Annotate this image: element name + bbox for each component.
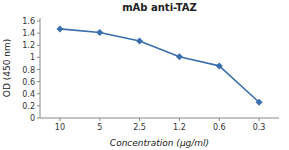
x-axis xyxy=(40,118,279,119)
x-tick xyxy=(259,118,260,121)
x-tick-label: 5 xyxy=(97,123,102,132)
x-tick xyxy=(59,118,60,121)
marker xyxy=(216,62,223,69)
y-tick-label: 1.6 xyxy=(22,17,35,26)
y-tick-label: 0.2 xyxy=(22,102,35,111)
x-axis-label: Concentration (μg/ml) xyxy=(110,138,209,148)
y-tick-label: 1 xyxy=(30,53,35,62)
x-tick xyxy=(99,118,100,121)
x-tick-label: 10 xyxy=(55,123,65,132)
x-tick xyxy=(139,118,140,121)
line xyxy=(60,29,259,102)
marker xyxy=(136,38,143,45)
y-tick-label: 1.2 xyxy=(22,41,35,50)
y-tick-label: 0.8 xyxy=(22,66,35,75)
y-axis xyxy=(40,18,41,118)
plot-area xyxy=(56,25,262,105)
marker xyxy=(256,99,263,106)
x-tick-label: 2.5 xyxy=(133,123,146,132)
x-tick-label: 0.3 xyxy=(253,123,266,132)
marker xyxy=(176,53,183,60)
chart: 0 0.2 0.4 0.6 0.8 1 1.2 1.4 1.6 10 5 2.5 1.2 0.6 0.3 mA… xyxy=(0,0,289,150)
x-tick xyxy=(219,118,220,121)
y-tick-label: 0.4 xyxy=(22,90,35,99)
y-axis-label: OD (450 nm) xyxy=(2,39,12,97)
y-tick-label: 0 xyxy=(30,114,35,123)
x-tick xyxy=(179,118,180,121)
y-tick-label: 1.4 xyxy=(22,29,35,38)
marker xyxy=(56,25,63,32)
y-tick-label: 0.6 xyxy=(22,78,35,87)
x-tick-label: 1.2 xyxy=(173,123,186,132)
marker xyxy=(96,29,103,36)
title: mAb anti-TAZ xyxy=(122,2,197,13)
x-tick-label: 0.6 xyxy=(213,123,226,132)
